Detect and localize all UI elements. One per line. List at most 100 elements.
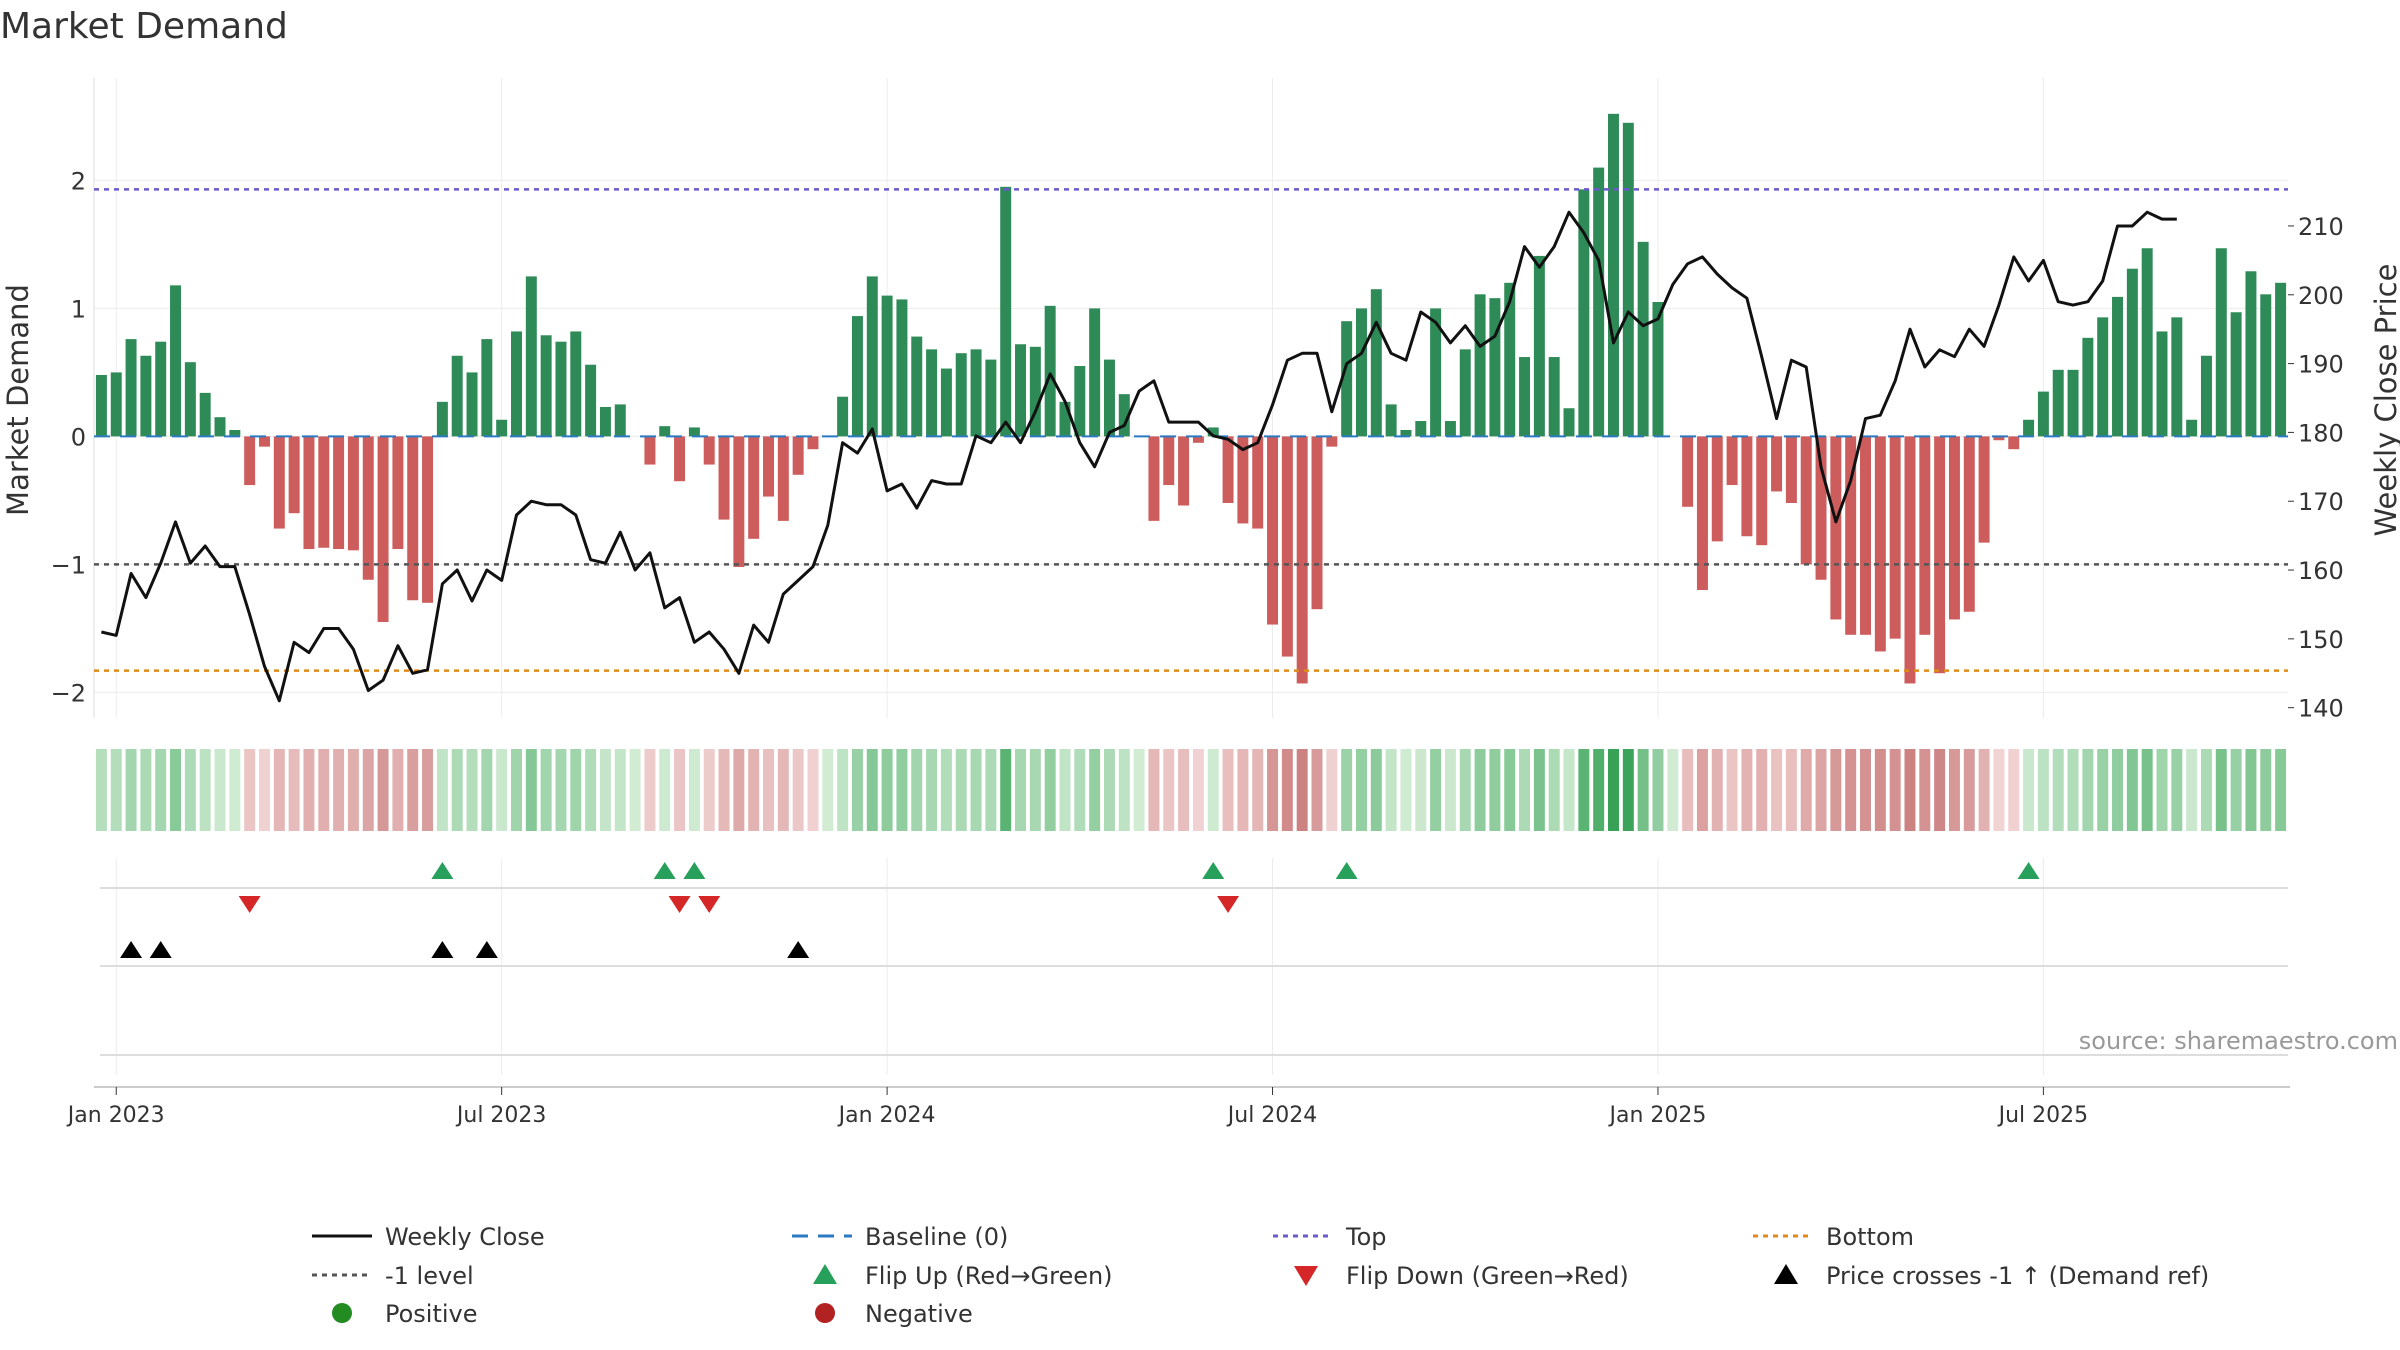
demand-bar-positive bbox=[2097, 317, 2109, 437]
legend-negative-label: Negative bbox=[865, 1300, 973, 1328]
demand-bar-negative bbox=[1978, 436, 1990, 543]
heat-cell bbox=[1726, 749, 1738, 831]
legend-flip-up-label: Flip Up (Red→Green) bbox=[865, 1262, 1113, 1290]
heat-cell bbox=[2275, 749, 2287, 831]
demand-bar-negative bbox=[1311, 436, 1323, 610]
legend-negative: Negative bbox=[815, 1300, 973, 1328]
y2-tick-label: 160 bbox=[2298, 557, 2344, 585]
heat-cell bbox=[911, 749, 923, 831]
flip-up-marker bbox=[683, 862, 706, 879]
legend-positive: Positive bbox=[332, 1300, 478, 1328]
demand-bar-positive bbox=[525, 276, 537, 437]
demand-bar-positive bbox=[555, 341, 567, 437]
demand-bar-positive bbox=[985, 359, 997, 437]
heat-cell bbox=[763, 749, 774, 831]
heat-cell bbox=[1044, 749, 1056, 831]
heat-cell bbox=[1296, 749, 1308, 831]
legend-flip-down: Flip Down (Green→Red) bbox=[1294, 1262, 1629, 1290]
heat-cell bbox=[1860, 749, 1871, 831]
demand-bar-negative bbox=[1281, 436, 1293, 657]
legend-bottom-label: Bottom bbox=[1826, 1223, 1914, 1251]
demand-bar-positive bbox=[110, 372, 122, 437]
demand-bar-positive bbox=[1459, 349, 1471, 437]
demand-bar-negative bbox=[674, 436, 686, 482]
legend-baseline-label: Baseline (0) bbox=[865, 1223, 1008, 1251]
legend-price-cross: Price crosses -1 ↑ (Demand ref) bbox=[1774, 1262, 2209, 1290]
legend-flip-down-label: Flip Down (Green→Red) bbox=[1346, 1262, 1629, 1290]
demand-bar-positive bbox=[2052, 369, 2064, 437]
demand-bar-positive bbox=[2126, 268, 2138, 437]
heat-cell bbox=[1874, 749, 1886, 831]
demand-bar-negative bbox=[777, 436, 789, 521]
demand-bar-positive bbox=[2082, 337, 2094, 437]
heat-cell bbox=[881, 749, 893, 831]
heat-cell bbox=[674, 749, 686, 831]
legend: Weekly Close Baseline (0) Top Bottom -1 … bbox=[312, 1223, 2209, 1328]
demand-bar-negative bbox=[1889, 436, 1901, 639]
demand-bar-negative bbox=[1178, 436, 1190, 506]
heat-cell bbox=[273, 749, 285, 831]
demand-bar-positive bbox=[140, 355, 152, 437]
heat-cell bbox=[1934, 749, 1946, 831]
heat-cell bbox=[288, 749, 300, 831]
demand-bar-positive bbox=[95, 374, 107, 437]
heat-cell bbox=[1326, 749, 1338, 831]
heat-cell bbox=[422, 749, 434, 831]
demand-bar-positive bbox=[2067, 369, 2079, 437]
flip-down-marker bbox=[1217, 896, 1240, 913]
demand-bar-negative bbox=[1756, 436, 1768, 546]
demand-bar-positive bbox=[2260, 294, 2272, 437]
heat-cell bbox=[2067, 749, 2079, 831]
demand-bar-positive bbox=[2200, 355, 2212, 437]
demand-bar-positive bbox=[955, 353, 967, 437]
demand-bar-negative bbox=[1874, 436, 1886, 652]
positive-dot-icon bbox=[332, 1303, 352, 1323]
demand-bar-positive bbox=[866, 276, 878, 437]
flip-down-marker bbox=[668, 896, 691, 913]
demand-bar-positive bbox=[214, 417, 226, 437]
heat-cell bbox=[926, 749, 938, 831]
legend-minus-one-label: -1 level bbox=[385, 1262, 474, 1290]
demand-bar-negative bbox=[362, 436, 374, 580]
demand-bar-positive bbox=[911, 336, 923, 437]
heat-cell bbox=[822, 749, 834, 831]
y-tick-label: 1 bbox=[71, 295, 86, 323]
demand-bar-positive bbox=[2245, 271, 2257, 437]
heat-cell bbox=[1904, 749, 1916, 831]
demand-bar-negative bbox=[1192, 436, 1204, 443]
heat-cell bbox=[170, 749, 182, 831]
demand-bar-negative bbox=[392, 436, 404, 550]
heat-cell bbox=[1059, 749, 1071, 831]
heat-cell bbox=[688, 749, 700, 831]
heat-cell bbox=[1267, 749, 1279, 831]
heat-cell bbox=[2112, 749, 2124, 831]
heat-cell bbox=[95, 749, 107, 831]
demand-bar-positive bbox=[2141, 248, 2153, 437]
legend-top: Top bbox=[1273, 1223, 1387, 1251]
demand-bar-negative bbox=[1711, 436, 1723, 542]
heat-cell bbox=[140, 749, 152, 831]
demand-bar-positive bbox=[570, 331, 582, 437]
heat-cell bbox=[1993, 749, 2005, 831]
demand-bar-positive bbox=[540, 335, 552, 437]
demand-bar-negative bbox=[1904, 436, 1916, 684]
heat-cell bbox=[644, 749, 656, 831]
y-tick-label: 0 bbox=[71, 423, 86, 451]
demand-bar-positive bbox=[1207, 427, 1219, 437]
demand-bar-negative bbox=[1815, 436, 1827, 580]
demand-bar-negative bbox=[703, 436, 715, 465]
demand-bar-positive bbox=[2023, 419, 2035, 437]
demand-bar-negative bbox=[1845, 436, 1857, 635]
demand-bar-positive bbox=[170, 285, 182, 437]
demand-bar-negative bbox=[244, 436, 256, 486]
demand-bar-negative bbox=[273, 436, 285, 529]
heat-cell bbox=[703, 749, 715, 831]
demand-bar-positive bbox=[1504, 282, 1516, 437]
demand-bar-negative bbox=[1993, 436, 2005, 441]
heat-cell bbox=[377, 749, 389, 831]
demand-bar-negative bbox=[303, 436, 315, 550]
heat-cell bbox=[585, 749, 597, 831]
heat-cell bbox=[1519, 749, 1531, 831]
demand-bar-negative bbox=[258, 436, 270, 447]
demand-bar-negative bbox=[1919, 436, 1931, 635]
